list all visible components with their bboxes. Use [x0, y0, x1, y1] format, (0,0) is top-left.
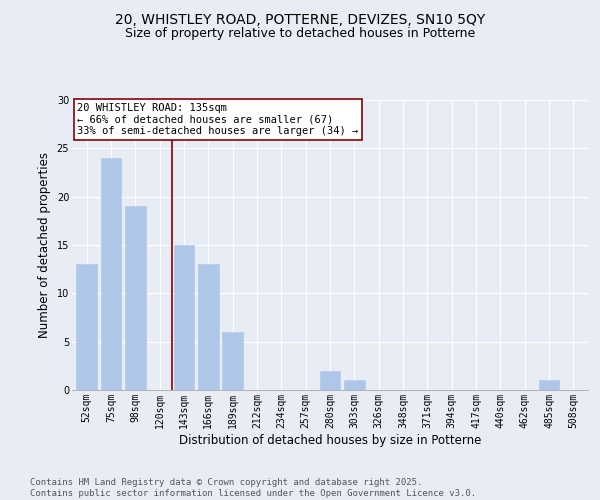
X-axis label: Distribution of detached houses by size in Potterne: Distribution of detached houses by size …	[179, 434, 481, 446]
Bar	[76, 264, 97, 390]
Bar	[198, 264, 218, 390]
Bar	[173, 245, 194, 390]
Bar	[320, 370, 340, 390]
Bar	[125, 206, 146, 390]
Text: Contains HM Land Registry data © Crown copyright and database right 2025.
Contai: Contains HM Land Registry data © Crown c…	[30, 478, 476, 498]
Bar	[539, 380, 559, 390]
Bar	[344, 380, 365, 390]
Bar	[101, 158, 121, 390]
Text: 20, WHISTLEY ROAD, POTTERNE, DEVIZES, SN10 5QY: 20, WHISTLEY ROAD, POTTERNE, DEVIZES, SN…	[115, 12, 485, 26]
Y-axis label: Number of detached properties: Number of detached properties	[38, 152, 51, 338]
Text: 20 WHISTLEY ROAD: 135sqm
← 66% of detached houses are smaller (67)
33% of semi-d: 20 WHISTLEY ROAD: 135sqm ← 66% of detach…	[77, 103, 358, 136]
Bar	[222, 332, 243, 390]
Text: Size of property relative to detached houses in Potterne: Size of property relative to detached ho…	[125, 28, 475, 40]
